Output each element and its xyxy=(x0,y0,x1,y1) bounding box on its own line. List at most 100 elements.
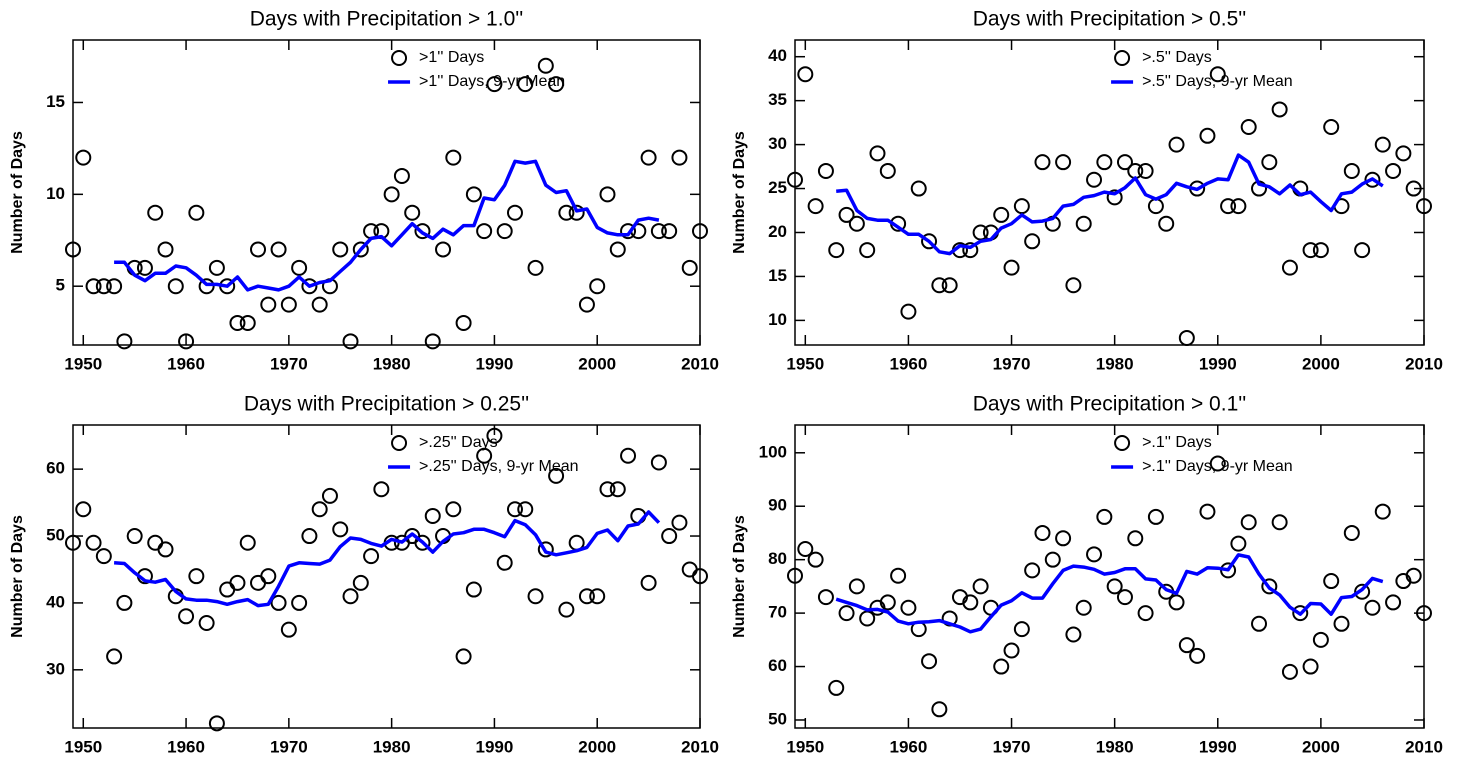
data-point xyxy=(1312,242,1329,259)
y-tick-label: 40 xyxy=(768,46,787,65)
data-point xyxy=(817,589,834,606)
data-point xyxy=(95,278,112,295)
data-point xyxy=(962,594,979,611)
x-tick-label: 2010 xyxy=(1405,737,1443,756)
data-point xyxy=(1199,127,1216,144)
y-tick-label: 5 xyxy=(56,276,65,295)
data-point xyxy=(1354,242,1371,259)
y-axis-label: Number of Days xyxy=(9,515,26,638)
y-tick-label: 50 xyxy=(46,526,65,545)
data-point xyxy=(787,171,803,188)
data-point xyxy=(1302,242,1319,259)
data-point xyxy=(993,206,1010,223)
data-point xyxy=(496,554,513,571)
data-point xyxy=(311,501,328,518)
data-point xyxy=(301,278,318,295)
data-point xyxy=(393,167,410,184)
data-point xyxy=(321,487,338,504)
data-point xyxy=(1354,583,1371,600)
data-point xyxy=(921,233,938,250)
data-point xyxy=(106,278,123,295)
plot-frame xyxy=(72,39,701,346)
data-point xyxy=(455,314,472,331)
panel-title: Days with Precipitation > 0.25'' xyxy=(244,393,529,416)
x-tick-label: 1990 xyxy=(1199,737,1237,756)
data-point xyxy=(1158,215,1175,232)
data-point xyxy=(486,427,503,444)
data-point xyxy=(239,314,256,331)
data-point xyxy=(1405,180,1422,197)
data-point xyxy=(260,568,277,585)
data-point xyxy=(435,241,452,258)
data-point xyxy=(373,481,390,498)
x-tick-label: 1950 xyxy=(64,737,102,756)
data-point xyxy=(900,599,917,616)
data-point xyxy=(548,76,565,93)
data-point xyxy=(807,198,824,215)
data-point xyxy=(620,223,637,240)
data-point xyxy=(424,507,441,524)
data-point xyxy=(506,204,523,221)
data-point xyxy=(1075,599,1092,616)
data-point xyxy=(931,277,948,294)
data-point xyxy=(332,521,349,538)
data-point xyxy=(910,180,927,197)
data-point xyxy=(147,534,164,551)
data-point xyxy=(455,648,472,665)
data-point xyxy=(178,608,195,625)
data-point xyxy=(291,259,308,276)
data-point xyxy=(1096,508,1113,525)
data-point xyxy=(157,241,174,258)
x-tick-label: 1960 xyxy=(167,737,205,756)
data-point xyxy=(1178,637,1195,654)
data-point xyxy=(558,601,575,618)
data-point xyxy=(1024,233,1041,250)
y-axis-label: Number of Days xyxy=(731,131,748,254)
data-point xyxy=(1003,259,1020,276)
data-point xyxy=(993,658,1010,675)
mean-line xyxy=(836,153,1384,256)
data-point xyxy=(445,501,462,518)
data-point xyxy=(1044,551,1061,568)
data-point xyxy=(1209,455,1226,472)
data-point xyxy=(787,567,803,584)
data-point xyxy=(1106,189,1123,206)
data-point xyxy=(465,186,482,203)
data-point xyxy=(828,242,845,259)
data-point xyxy=(568,204,585,221)
data-point xyxy=(465,581,482,598)
data-point xyxy=(1323,573,1340,590)
data-point xyxy=(972,578,989,595)
x-tick-label: 1990 xyxy=(476,737,514,756)
x-tick-label: 1970 xyxy=(270,354,308,373)
x-tick-label: 1980 xyxy=(373,737,411,756)
data-point xyxy=(879,594,896,611)
data-point xyxy=(147,204,164,221)
data-point xyxy=(692,223,708,240)
data-point xyxy=(1251,615,1268,632)
data-point xyxy=(1230,198,1247,215)
y-tick-label: 40 xyxy=(46,592,65,611)
data-point xyxy=(1147,508,1164,525)
legend-label: >.5'' Days xyxy=(1142,49,1212,66)
data-point xyxy=(342,333,359,350)
data-point xyxy=(609,241,626,258)
data-point xyxy=(848,215,865,232)
data-point xyxy=(650,223,667,240)
data-point xyxy=(1416,198,1432,215)
data-point xyxy=(1075,215,1092,232)
data-point xyxy=(640,574,657,591)
y-tick-label: 30 xyxy=(46,659,65,678)
data-point xyxy=(85,534,102,551)
y-tick-label: 25 xyxy=(768,178,787,197)
data-point xyxy=(527,588,544,605)
data-point xyxy=(931,701,948,718)
x-tick-label: 1970 xyxy=(993,737,1031,756)
data-point xyxy=(879,162,896,179)
plot-frame xyxy=(72,424,701,729)
data-point xyxy=(1240,119,1257,136)
data-point xyxy=(1024,562,1041,579)
data-point xyxy=(445,149,462,166)
data-point xyxy=(291,594,308,611)
